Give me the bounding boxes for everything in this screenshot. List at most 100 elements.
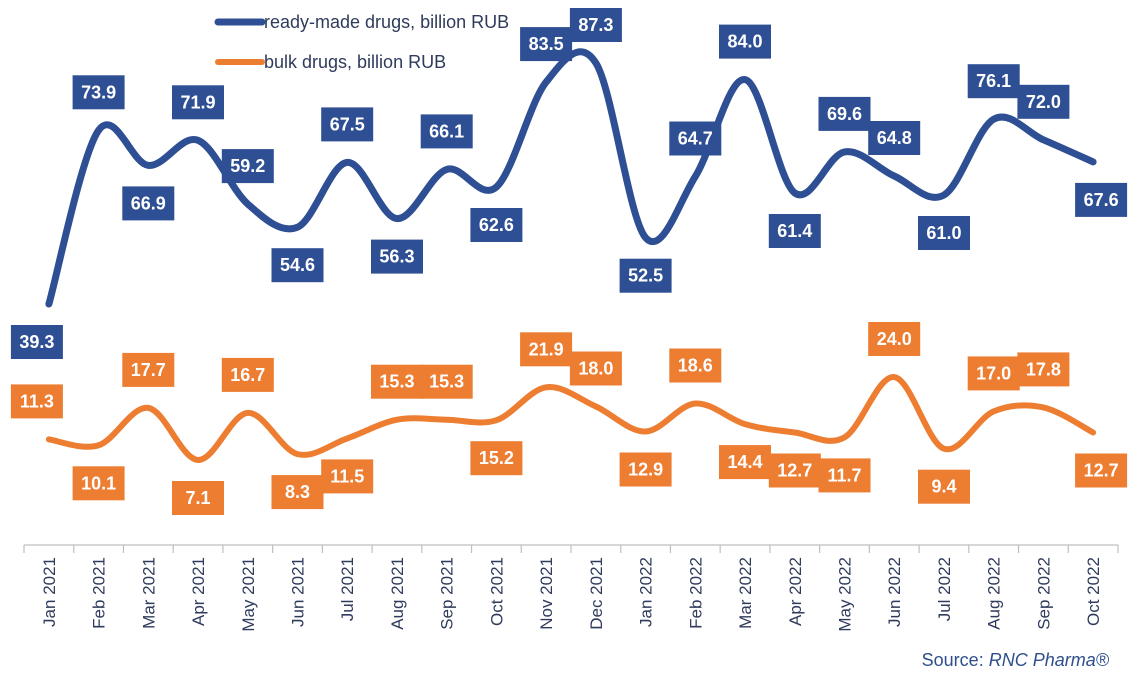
data-label-text: 15.3 (429, 372, 464, 392)
data-label-bulk-drugs-billion-rub-jun-2021: 8.3 (271, 475, 324, 510)
data-label-bulk-drugs-billion-rub-apr-2021: 7.1 (172, 481, 224, 515)
data-label-box (371, 239, 423, 274)
data-label-ready-made-drugs-billion-rub-sep-2021: 66.1 (420, 114, 473, 149)
data-label-ready-made-drugs-billion-rub-jul-2022: 61.0 (918, 216, 970, 250)
data-label-bulk-drugs-billion-rub-sep-2022: 17.8 (1017, 352, 1070, 387)
x-tick-label-feb-2021: Feb 2021 (90, 557, 109, 629)
data-label-ready-made-drugs-billion-rub-jul-2021: 67.5 (321, 107, 374, 142)
data-label-bulk-drugs-billion-rub-may-2021: 16.7 (221, 357, 274, 392)
data-label-text: 17.7 (131, 360, 166, 380)
x-tick-label-jan-2021: Jan 2021 (40, 557, 59, 627)
data-label-bulk-drugs-billion-rub-feb-2021: 10.1 (72, 466, 125, 501)
data-label-box (818, 96, 871, 131)
data-label-ready-made-drugs-billion-rub-jan-2022: 52.5 (619, 258, 672, 293)
x-tick-label-jun-2021: Jun 2021 (289, 557, 308, 627)
data-label-box (72, 75, 125, 110)
data-label-text: 83.5 (529, 34, 564, 54)
data-label-text: 11.5 (330, 466, 364, 486)
x-axis: Jan 2021 Feb 2021 Mar 2021 Apr 2021 May 2021… (23, 544, 1119, 632)
data-label-text: 21.9 (529, 339, 564, 359)
data-label-bulk-drugs-billion-rub-aug-2021: 15.3 (371, 364, 423, 399)
data-label-box (10, 325, 63, 359)
data-label-text: 9.4 (931, 477, 956, 497)
data-label-text: 52.5 (628, 266, 663, 286)
data-label-text: 56.3 (379, 247, 414, 267)
x-tick-label-jul-2022: Jul 2022 (935, 557, 954, 621)
data-label-text: 73.9 (81, 82, 116, 102)
data-label-box (371, 364, 423, 399)
x-tick-label-may-2021: May 2021 (239, 557, 258, 632)
data-label-box (619, 258, 672, 293)
data-label-ready-made-drugs-billion-rub-jun-2021: 54.6 (271, 248, 324, 283)
x-tick-label-jul-2021: Jul 2021 (338, 557, 357, 621)
source-note: Source: RNC Pharma® (922, 650, 1109, 671)
data-label-box (669, 348, 722, 383)
data-label-bulk-drugs-billion-rub-mar-2022: 14.4 (719, 445, 771, 480)
data-label-box (321, 107, 374, 142)
data-label-text: 8.3 (285, 482, 310, 502)
data-label-text: 18.0 (578, 358, 613, 378)
data-label-bulk-drugs-billion-rub-oct-2022: 12.7 (1075, 453, 1128, 488)
x-tick-label-jun-2022: Jun 2022 (885, 557, 904, 627)
data-label-ready-made-drugs-billion-rub-feb-2022: 64.7 (669, 121, 722, 156)
x-tick-label-feb-2022: Feb 2022 (686, 557, 705, 629)
x-tick-label-apr-2021: Apr 2021 (189, 557, 208, 626)
data-label-box (520, 332, 573, 367)
data-label-bulk-drugs-billion-rub-sep-2021: 15.3 (420, 364, 473, 399)
data-label-box (918, 216, 970, 250)
data-label-ready-made-drugs-billion-rub-apr-2021: 71.9 (172, 85, 224, 120)
data-label-text: 17.8 (1026, 359, 1061, 379)
data-label-bulk-drugs-billion-rub-mar-2021: 17.7 (122, 352, 175, 387)
data-label-ready-made-drugs-billion-rub-nov-2021: 83.5 (520, 27, 573, 62)
data-label-box (868, 121, 921, 155)
data-label-text: 12.9 (628, 460, 663, 480)
data-label-box (719, 445, 771, 480)
data-label-text: 15.2 (479, 448, 514, 468)
data-label-text: 62.6 (479, 215, 514, 235)
data-label-text: 16.7 (230, 365, 265, 385)
data-label-box (768, 453, 821, 488)
data-label-box (172, 481, 224, 515)
x-tick-label-jan-2022: Jan 2022 (637, 557, 656, 627)
x-tick-label-mar-2021: Mar 2021 (139, 557, 158, 629)
data-label-box (868, 322, 921, 356)
x-tick-label-dec-2021: Dec 2021 (587, 557, 606, 630)
data-label-ready-made-drugs-billion-rub-aug-2022: 76.1 (967, 64, 1020, 99)
source-name: RNC Pharma® (988, 650, 1109, 670)
data-label-text: 10.1 (81, 473, 116, 493)
series-line-ready-made-drugs-billion-rub (45, 48, 1097, 308)
data-label-ready-made-drugs-billion-rub-oct-2021: 62.6 (470, 208, 523, 242)
data-label-box (271, 475, 324, 510)
x-tick-label-aug-2021: Aug 2021 (388, 557, 407, 630)
legend-label: bulk drugs, billion RUB (264, 52, 446, 72)
x-tick-label-nov-2021: Nov 2021 (537, 557, 556, 630)
data-label-text: 14.4 (728, 452, 763, 472)
data-label-box (768, 214, 821, 248)
x-tick-label-sep-2021: Sep 2021 (438, 557, 457, 630)
data-label-text: 17.0 (976, 363, 1011, 383)
data-label-bulk-drugs-billion-rub-jan-2021: 11.3 (10, 384, 63, 419)
data-label-box (1075, 182, 1128, 217)
data-label-ready-made-drugs-billion-rub-mar-2022: 84.0 (719, 24, 771, 59)
data-label-text: 71.9 (181, 92, 216, 112)
x-tick-label-may-2022: May 2022 (836, 557, 855, 632)
data-label-text: 61.4 (777, 221, 812, 241)
x-tick-label-mar-2022: Mar 2022 (736, 557, 755, 629)
data-label-ready-made-drugs-billion-rub-jan-2021: 39.3 (10, 325, 63, 359)
data-label-bulk-drugs-billion-rub-aug-2022: 17.0 (967, 356, 1020, 391)
data-label-text: 54.6 (280, 255, 315, 275)
legend-item-bulk-drugs-billion-rub: bulk drugs, billion RUB (215, 52, 446, 72)
data-label-text: 61.0 (926, 223, 961, 243)
legend-item-ready-made-drugs-billion-rub: ready-made drugs, billion RUB (214, 12, 509, 32)
data-label-box (72, 466, 125, 501)
data-labels-ready-made-drugs-billion-rub: 39.3 73.9 66.9 71.9 59.2 54.6 67.5 56.3 66.1 62.6… (10, 8, 1128, 359)
data-label-ready-made-drugs-billion-rub-jun-2022: 64.8 (868, 121, 921, 155)
legend-label: ready-made drugs, billion RUB (264, 12, 509, 32)
x-tick-label-oct-2021: Oct 2021 (487, 557, 506, 626)
data-label-box (918, 469, 970, 504)
data-label-box (719, 24, 771, 59)
data-label-ready-made-drugs-billion-rub-apr-2022: 61.4 (768, 214, 821, 248)
data-label-text: 18.6 (678, 356, 713, 376)
